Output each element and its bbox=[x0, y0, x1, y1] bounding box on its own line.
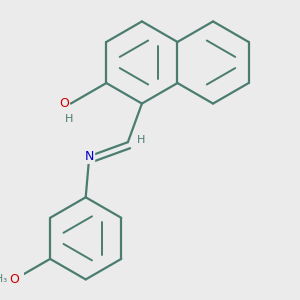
Text: H: H bbox=[137, 135, 145, 146]
Text: N: N bbox=[85, 150, 94, 163]
Text: O: O bbox=[59, 97, 69, 110]
Text: O: O bbox=[10, 273, 20, 286]
Text: CH₃: CH₃ bbox=[0, 274, 8, 284]
Text: H: H bbox=[65, 114, 73, 124]
